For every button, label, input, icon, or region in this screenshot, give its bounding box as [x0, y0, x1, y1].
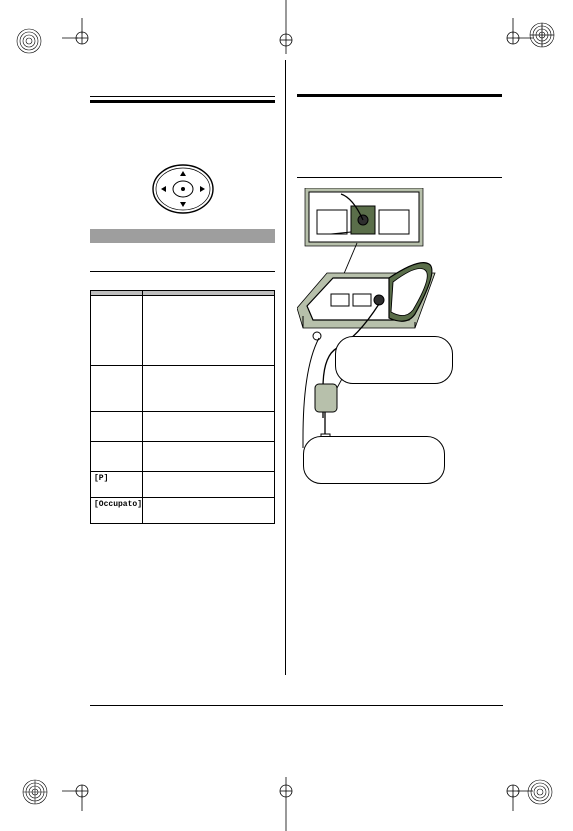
table-row	[91, 442, 275, 472]
table-row	[91, 366, 275, 412]
registration-rosette-tl	[16, 28, 42, 54]
display-items-table: [P] [Occupato]	[90, 290, 275, 524]
section-title-right	[297, 97, 502, 107]
column-divider	[285, 60, 286, 675]
right-column	[297, 60, 502, 488]
subsection-gray-bar	[90, 229, 275, 243]
crop-mark	[493, 18, 533, 58]
crop-mark	[62, 18, 102, 58]
crop-mark	[62, 771, 102, 811]
section-title-left	[90, 103, 275, 113]
crop-mark	[266, 0, 306, 60]
connection-diagram	[297, 188, 502, 488]
table-row: [Occupato]	[91, 498, 275, 524]
crop-mark	[266, 771, 306, 831]
navigator-key-illustration	[90, 163, 275, 217]
table-row: [P]	[91, 472, 275, 498]
callout-phone-line	[303, 436, 445, 484]
table-row	[91, 412, 275, 442]
registration-rosette-bl	[22, 779, 48, 805]
footer-rule	[90, 705, 503, 710]
callout-power-adapter	[335, 336, 453, 384]
crop-mark	[493, 771, 533, 811]
left-column: [P] [Occupato]	[90, 60, 275, 524]
page-body: [P] [Occupato]	[0, 60, 573, 740]
table-row	[91, 296, 275, 366]
